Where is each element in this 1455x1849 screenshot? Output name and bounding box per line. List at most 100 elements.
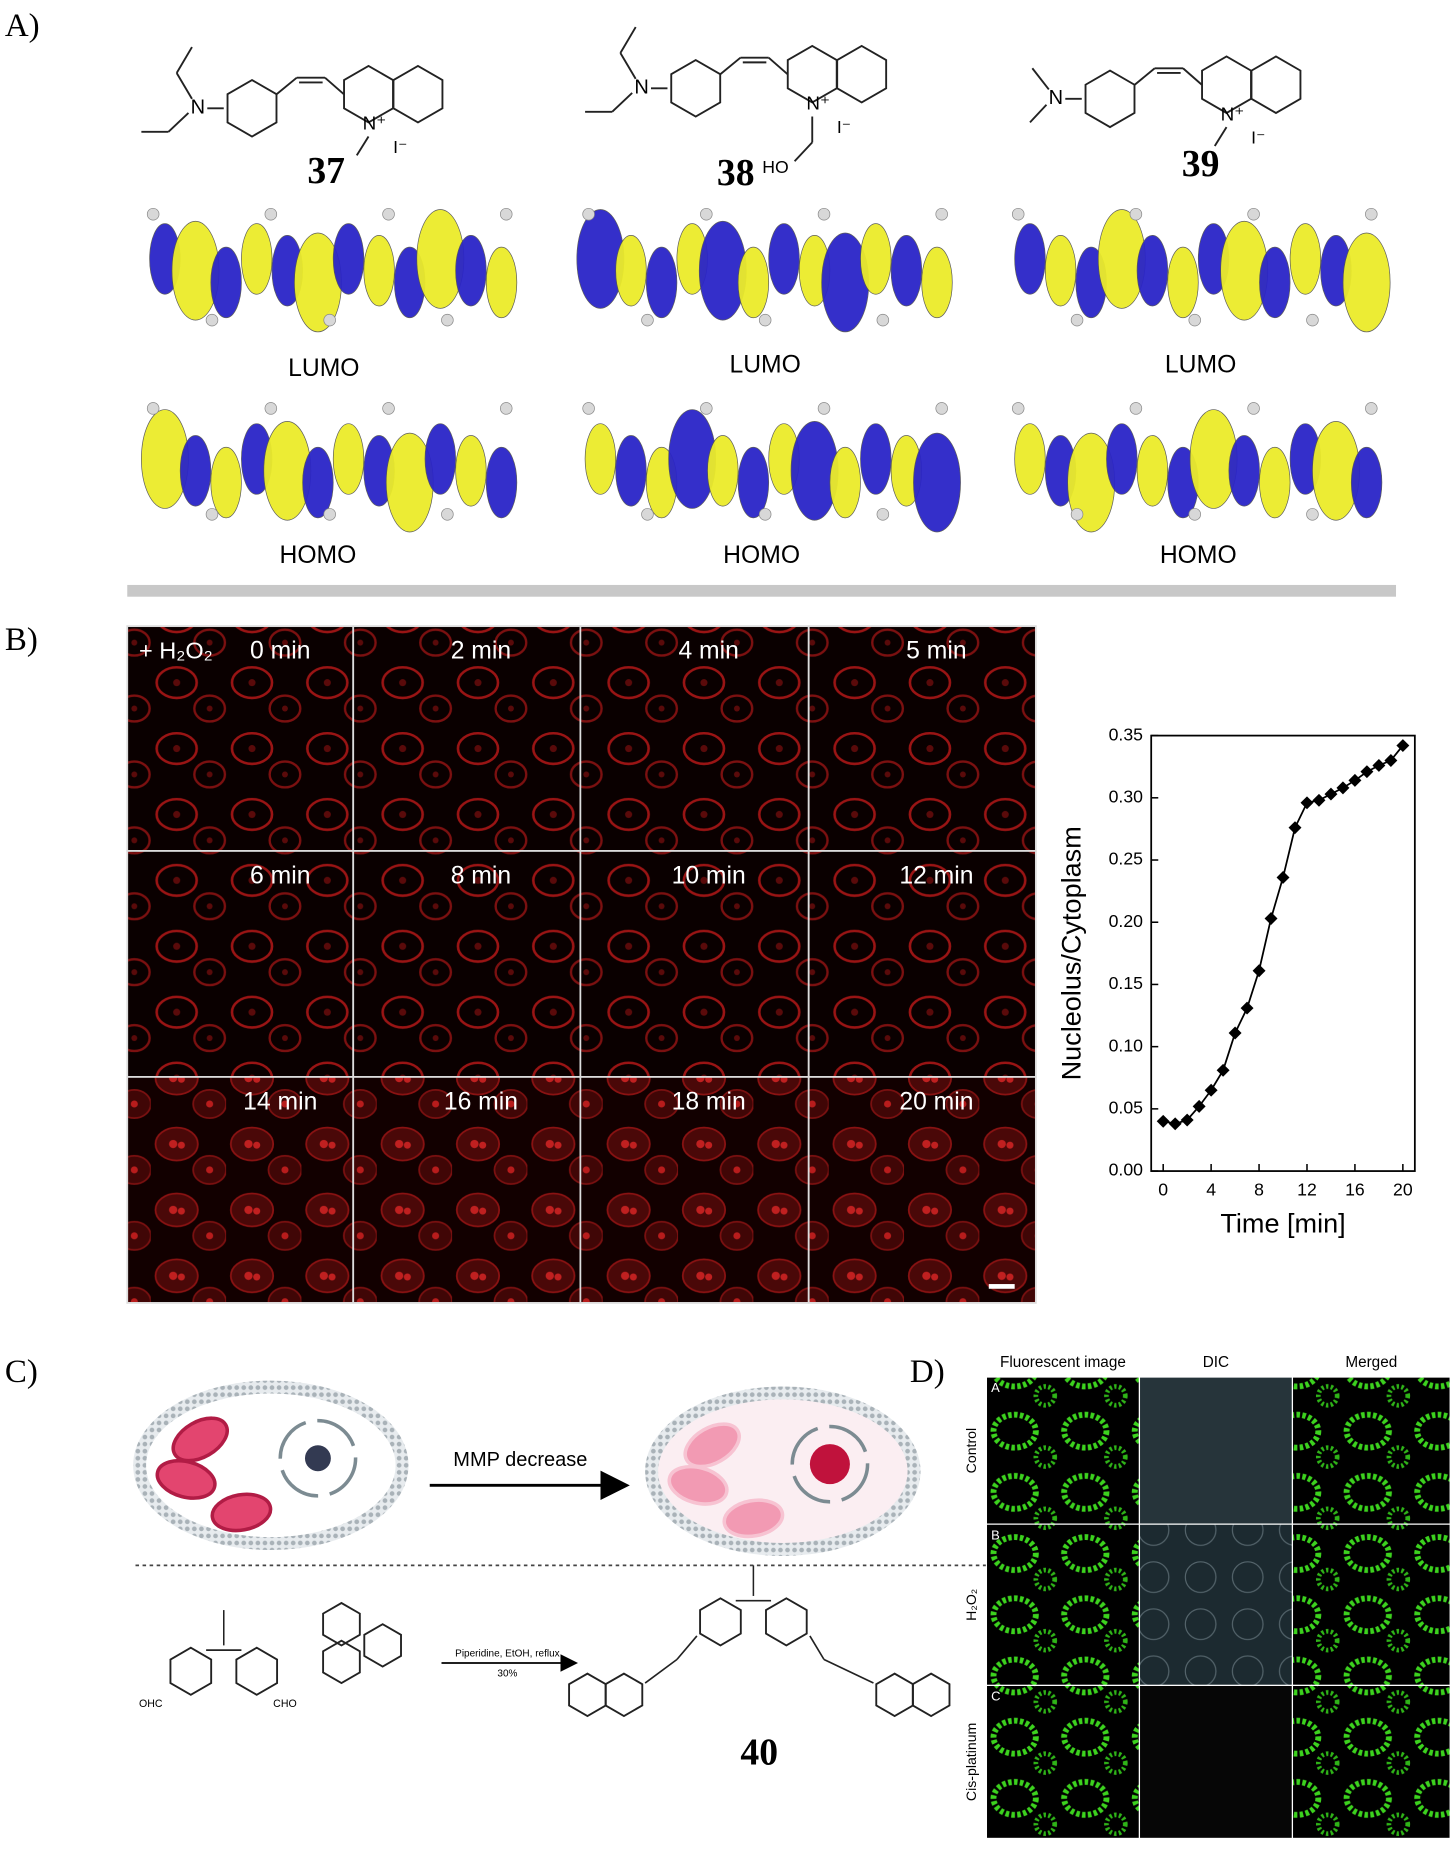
- panel-label: A): [5, 8, 40, 44]
- ring: [226, 78, 278, 138]
- orbital-lobe: [737, 246, 770, 319]
- orbital-lobe: [890, 235, 923, 307]
- orbital-label: LUMO: [729, 352, 800, 379]
- atom-ball: [935, 402, 948, 415]
- data-point: [1168, 1117, 1182, 1131]
- orbital-lobe: [913, 432, 961, 533]
- ring: [604, 1672, 644, 1718]
- orbital-lobe: [455, 235, 487, 307]
- micrograph: [1138, 1376, 1294, 1525]
- orbital-lobe: [210, 246, 242, 319]
- atom-ball: [700, 402, 713, 415]
- data-point: [1264, 912, 1278, 925]
- atom-ball: [582, 207, 595, 221]
- data-point: [1204, 1083, 1218, 1097]
- ring: [322, 1601, 361, 1647]
- orbital-label: HOMO: [1160, 542, 1237, 569]
- panel-label: C): [5, 1354, 38, 1390]
- bond: [355, 136, 370, 156]
- orbital-lobe: [1259, 446, 1291, 519]
- ring: [169, 1646, 213, 1696]
- atom-ball: [641, 313, 654, 327]
- orbital-lobe: [615, 235, 647, 307]
- time-label: 20 min: [899, 1088, 973, 1115]
- compound-number: 37: [307, 150, 345, 192]
- nucleolus: [809, 1444, 850, 1485]
- orbital-lobe: [1350, 446, 1383, 519]
- ring: [568, 1672, 607, 1718]
- treatment-label: + H₂O₂: [139, 637, 213, 663]
- atom-label: N⁺: [363, 113, 387, 134]
- y-tick-label: 0.30: [1109, 786, 1144, 806]
- orbital-lobe: [921, 246, 953, 319]
- data-point: [1192, 1099, 1206, 1113]
- orbital-lobe: [768, 223, 800, 295]
- data-point: [1324, 787, 1338, 801]
- micrograph: [1138, 1523, 1294, 1686]
- row-letter: A: [991, 1380, 1000, 1395]
- data-point: [1396, 739, 1410, 753]
- orbital-lobe: [645, 246, 678, 319]
- time-label: 5 min: [906, 638, 966, 665]
- column-header: DIC: [1203, 1354, 1229, 1371]
- y-tick-label: 0.35: [1109, 724, 1144, 744]
- compound-number: 40: [740, 1732, 778, 1774]
- atom-ball: [499, 402, 513, 415]
- bond: [167, 112, 190, 133]
- atom-ball: [1070, 313, 1084, 327]
- atom-ball: [264, 402, 278, 415]
- ring: [670, 58, 722, 118]
- orbital-lobe: [455, 435, 487, 507]
- micrograph: [579, 625, 810, 852]
- atom-ball: [1247, 402, 1260, 415]
- y-tick-label: 0.00: [1109, 1160, 1144, 1180]
- reaction-yield: 30%: [497, 1668, 517, 1679]
- time-label: 18 min: [672, 1088, 746, 1115]
- row-label: Control: [963, 1428, 979, 1473]
- atom-ball: [441, 313, 454, 327]
- bond: [619, 52, 637, 80]
- orbital-lobe: [332, 423, 365, 495]
- x-tick-label: 12: [1297, 1180, 1317, 1200]
- y-tick-label: 0.25: [1109, 849, 1144, 869]
- time-label: 6 min: [250, 862, 310, 889]
- micrograph: [126, 1076, 355, 1304]
- orbital-lobe: [485, 446, 518, 519]
- atom-ball: [382, 402, 395, 415]
- x-tick-label: 16: [1345, 1180, 1365, 1200]
- orbital-lobe: [485, 246, 518, 319]
- ring: [1250, 55, 1302, 115]
- orbital-lobe: [1289, 223, 1322, 295]
- orbital-lobe: [1167, 246, 1199, 319]
- atom-ball: [205, 313, 219, 327]
- mitochondrion: [210, 1492, 273, 1533]
- orbital-lobe: [1136, 235, 1169, 307]
- orbital-lobe: [210, 446, 242, 519]
- data-point: [1288, 821, 1302, 835]
- data-point: [1360, 765, 1374, 779]
- mitochondrion: [667, 1464, 729, 1506]
- micrograph: [352, 850, 582, 1078]
- orbital-lobe: [424, 423, 456, 495]
- nucleus-envelope: [278, 1418, 358, 1498]
- bond: [644, 1658, 678, 1684]
- atom-ball: [1365, 207, 1378, 221]
- micrograph: [579, 1076, 810, 1304]
- time-label: 12 min: [899, 862, 973, 889]
- row-letter: B: [991, 1527, 1000, 1542]
- ring: [322, 1639, 361, 1685]
- ring: [836, 44, 888, 104]
- data-point: [1276, 870, 1290, 884]
- data-point: [1216, 1063, 1230, 1077]
- ring: [1084, 69, 1136, 129]
- ring: [363, 1623, 402, 1668]
- orbital-lobe: [615, 435, 647, 507]
- micrograph: [1291, 1523, 1451, 1686]
- ring: [875, 1672, 914, 1718]
- micrograph: [985, 1376, 1141, 1525]
- column-header: Merged: [1345, 1354, 1397, 1371]
- micrograph: [352, 625, 582, 852]
- bond: [324, 76, 345, 95]
- data-point: [1348, 773, 1362, 787]
- mitochondrion: [722, 1498, 785, 1539]
